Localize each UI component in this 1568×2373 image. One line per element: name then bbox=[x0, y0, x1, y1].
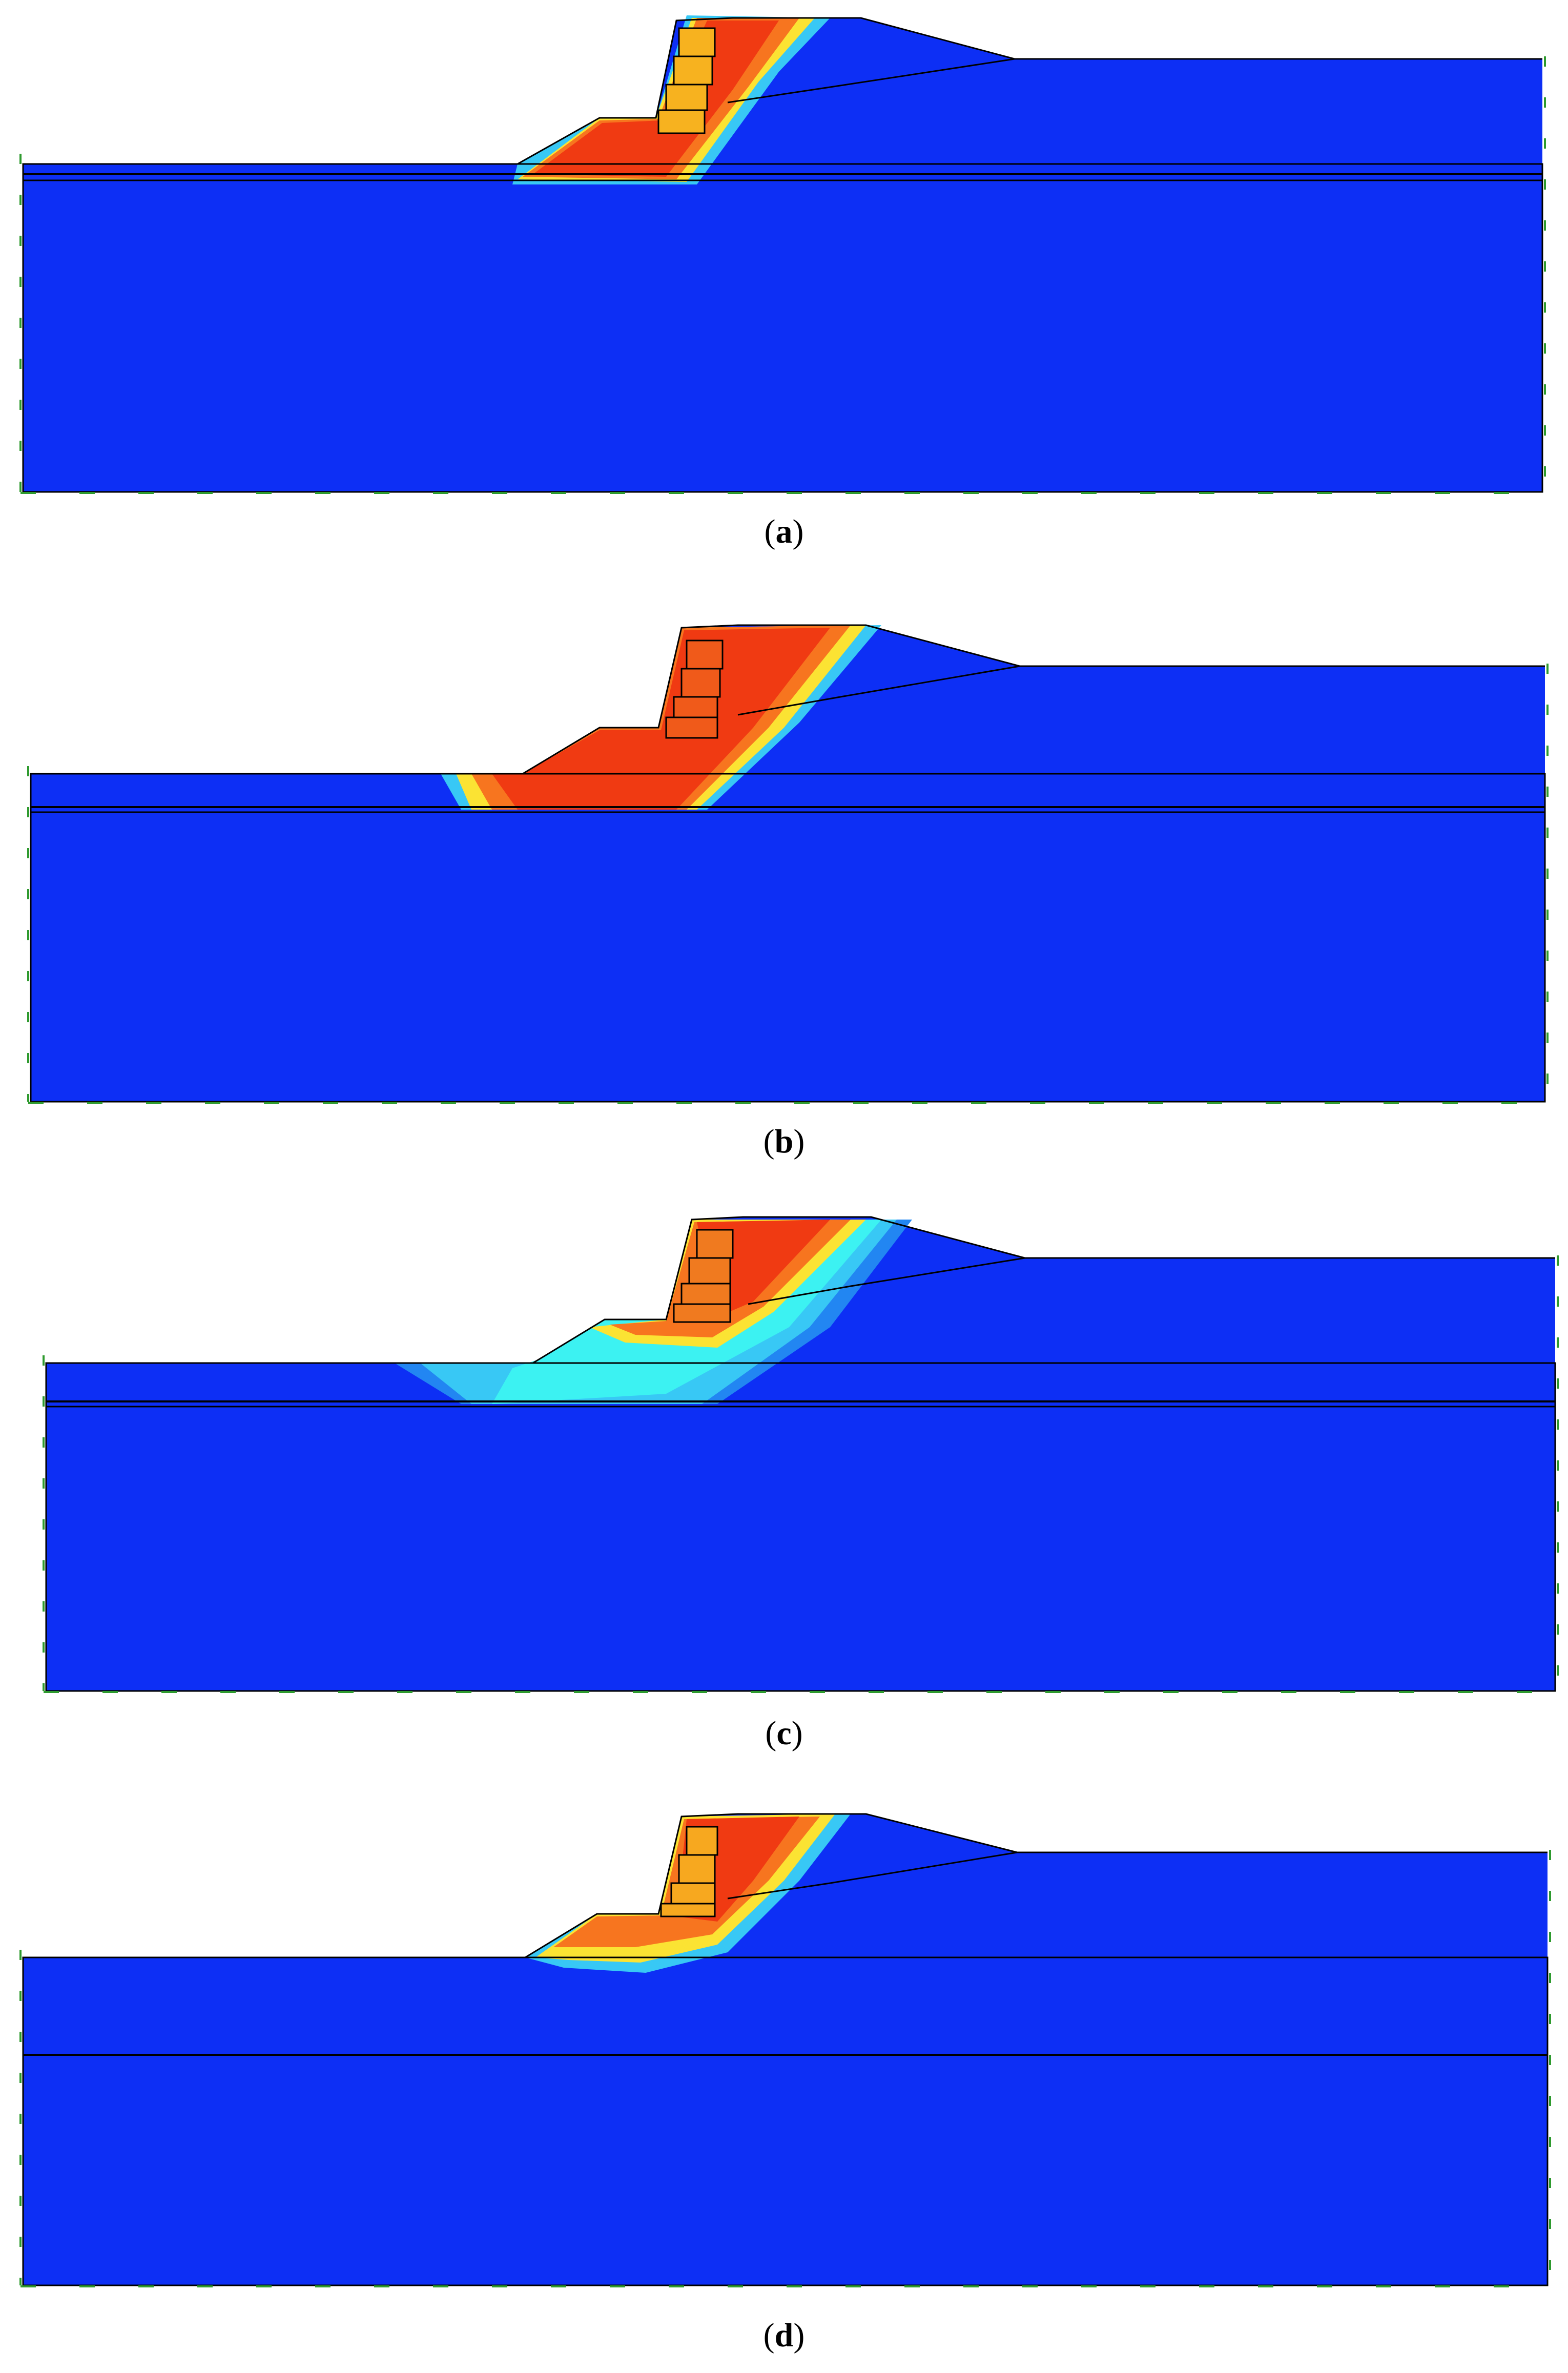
boundary-markers-c bbox=[43, 1255, 1559, 1693]
panel-c bbox=[0, 1199, 1568, 1706]
contour-plot-c bbox=[43, 1216, 1559, 1693]
panel-d bbox=[0, 1793, 1568, 2306]
wall-blocks-d bbox=[660, 1826, 718, 1917]
caption-b: (b) bbox=[0, 1122, 1568, 1161]
panel-a bbox=[0, 0, 1568, 507]
ground-outline-a bbox=[517, 17, 1542, 165]
caption-close-d: ) bbox=[793, 2317, 805, 2354]
slip-line-d bbox=[727, 1851, 1018, 1900]
caption-open-d: ( bbox=[763, 2317, 775, 2354]
foundation-c bbox=[46, 1363, 1555, 1691]
caption-close-a: ) bbox=[792, 513, 804, 550]
ground-outline-c bbox=[532, 1216, 1555, 1364]
model-border-b bbox=[30, 773, 1546, 1103]
foundation-a bbox=[23, 164, 1542, 492]
foundation-d bbox=[23, 1957, 1548, 2285]
model-border-d bbox=[22, 1956, 1549, 2286]
slip-line-a bbox=[727, 58, 1015, 104]
caption-letter-a: a bbox=[775, 513, 793, 550]
caption-letter-d: d bbox=[774, 2317, 794, 2354]
caption-letter-b: b bbox=[774, 1123, 794, 1160]
panel-b bbox=[0, 605, 1568, 1112]
caption-close-c: ) bbox=[791, 1715, 803, 1752]
embankment-d bbox=[23, 1814, 1548, 1998]
caption-a: (a) bbox=[0, 512, 1568, 551]
caption-letter-c: c bbox=[776, 1715, 792, 1752]
wall-blocks-c bbox=[673, 1229, 734, 1323]
caption-open-a: ( bbox=[764, 513, 776, 550]
caption-open-c: ( bbox=[765, 1715, 777, 1752]
contour-plot-d bbox=[19, 1813, 1551, 2287]
model-border-c bbox=[45, 1362, 1556, 1692]
wall-blocks-a bbox=[657, 27, 716, 134]
contour-plot-a bbox=[19, 15, 1546, 494]
embankment-a bbox=[23, 18, 1542, 174]
boundary-markers-a bbox=[19, 56, 1546, 494]
boundary-markers-b bbox=[27, 664, 1549, 1104]
foundation-b bbox=[31, 774, 1545, 1102]
slip-line-c bbox=[748, 1257, 1025, 1305]
ground-outline-d bbox=[525, 1813, 1548, 1958]
ground-outline-b bbox=[522, 624, 1545, 775]
caption-open-b: ( bbox=[763, 1123, 775, 1160]
caption-c: (c) bbox=[0, 1714, 1568, 1753]
model-border-a bbox=[22, 163, 1543, 493]
contour-plot-b bbox=[27, 624, 1549, 1104]
boundary-markers-d bbox=[19, 1850, 1551, 2287]
wall-blocks-b bbox=[665, 639, 724, 739]
slip-line-b bbox=[737, 665, 1020, 716]
caption-d: (d) bbox=[0, 2316, 1568, 2355]
contour-red-a bbox=[533, 20, 779, 177]
contour-red-b bbox=[492, 628, 830, 810]
caption-close-b: ) bbox=[793, 1123, 805, 1160]
